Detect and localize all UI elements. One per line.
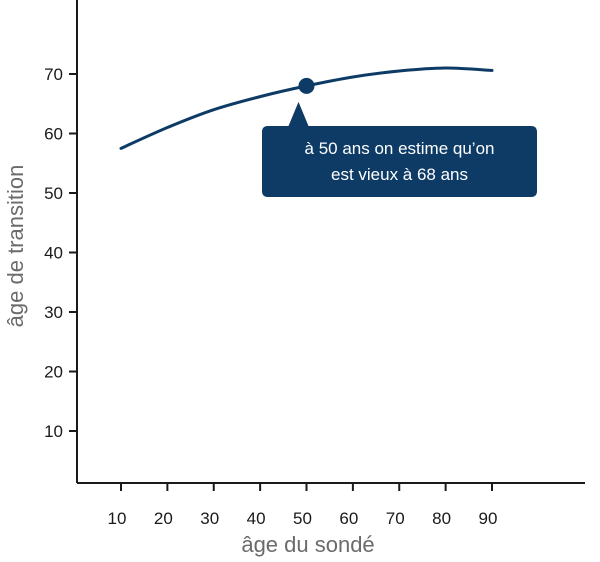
y-tick-label: 30: [44, 303, 63, 322]
x-tick-label: 90: [479, 509, 498, 528]
x-tick-label: 30: [200, 509, 219, 528]
y-tick-label: 40: [44, 244, 63, 263]
y-tick-label: 10: [44, 422, 63, 441]
y-tick-label: 70: [44, 65, 63, 84]
y-axis-title: âge de transition: [3, 165, 28, 328]
axes: [76, 0, 585, 484]
x-tick-label: 40: [247, 509, 266, 528]
y-tick-label: 50: [44, 184, 63, 203]
annotation-box: [262, 101, 537, 197]
x-tick-label: 20: [154, 509, 173, 528]
y-tick-label: 60: [44, 125, 63, 144]
x-tick-label: 60: [339, 509, 358, 528]
annotation-text-line1: à 50 ans on estime qu’on: [305, 139, 495, 158]
y-tick-label: 20: [44, 363, 63, 382]
x-axis-title: âge du sondé: [241, 532, 374, 557]
ticks: 10 20 30 40 50 60 70 80 90 10 20 30 40 50 60 70: [44, 65, 497, 528]
annotation-text-line2: est vieux à 68 ans: [331, 165, 468, 184]
x-tick-label: 70: [386, 509, 405, 528]
highlight-point: [298, 77, 315, 94]
x-tick-label: 80: [432, 509, 451, 528]
x-tick-label: 50: [293, 509, 312, 528]
series-layer: [119, 66, 494, 150]
x-tick-label: 10: [108, 509, 127, 528]
annotation-callout: à 50 ans on estime qu’on est vieux à 68 …: [262, 101, 537, 197]
